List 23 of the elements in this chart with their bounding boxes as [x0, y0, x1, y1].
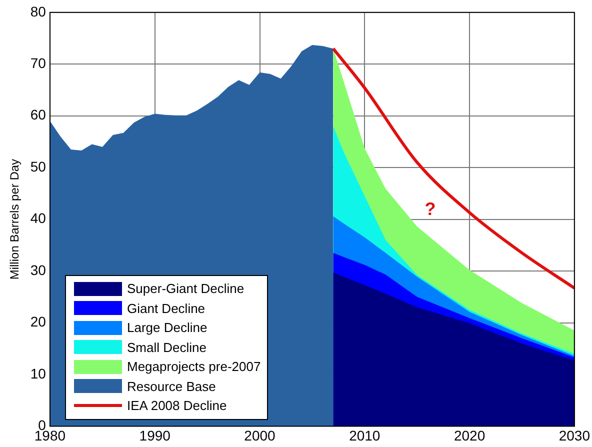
- x-tick-label: 2030: [558, 427, 590, 444]
- x-tick-label: 2010: [349, 427, 380, 444]
- legend-label: Giant Decline: [127, 300, 206, 318]
- x-tick-label: 2020: [454, 427, 486, 444]
- line-series: [332, 47, 574, 290]
- y-tick-label: 70: [30, 54, 46, 71]
- y-tick-label: 20: [30, 314, 46, 330]
- x-tick-label: 1990: [139, 427, 171, 444]
- legend-label: Large Decline: [127, 319, 208, 337]
- y-tick-label: 10: [30, 365, 46, 382]
- y-axis-title: Million Barrels per Day: [8, 158, 22, 280]
- y-tick-label: 50: [30, 158, 46, 174]
- legend-label: Megaprojects pre-2007: [127, 358, 261, 376]
- x-tick-label: 2000: [244, 427, 276, 444]
- series-label: Resource Base: [127, 378, 216, 396]
- y-tick-label: 60: [30, 106, 46, 123]
- legend-label: IEA 2008 Decline: [127, 397, 227, 415]
- y-tick-label: 80: [30, 3, 46, 20]
- y-tick-label: 30: [30, 262, 46, 278]
- legend-label: Small Decline: [127, 338, 206, 356]
- y-tick-label: 40: [30, 210, 46, 226]
- legend-label: Super-Giant Decline: [127, 280, 244, 298]
- annotation: ?: [424, 199, 436, 220]
